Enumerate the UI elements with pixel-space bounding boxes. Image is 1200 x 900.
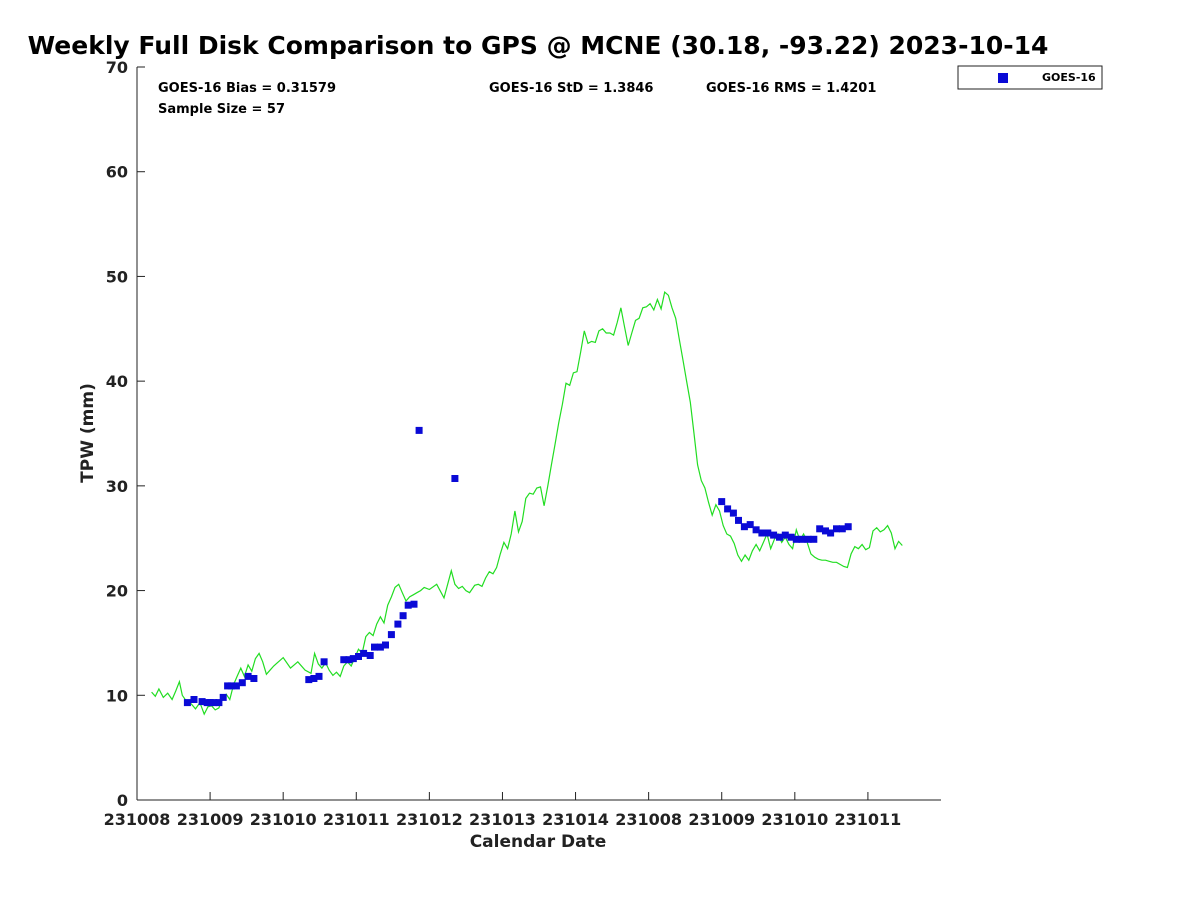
goes16-point	[238, 679, 246, 687]
goes16-point	[360, 649, 368, 657]
chart-title: Weekly Full Disk Comparison to GPS @ MCN…	[28, 31, 1049, 60]
goes16-point	[810, 535, 818, 543]
statistics-annotation: GOES-16 Bias = 0.31579 GOES-16 StD = 1.3…	[158, 81, 876, 117]
goes16-point	[718, 498, 726, 506]
y-tick-label: 70	[106, 58, 128, 77]
y-tick-label: 40	[106, 372, 128, 391]
sample-size-stat: Sample Size = 57	[158, 102, 285, 117]
goes16-point	[804, 535, 812, 543]
goes16-point	[215, 699, 223, 707]
goes16-point	[451, 475, 459, 482]
goes16-point	[724, 505, 732, 513]
goes16-point	[740, 523, 748, 531]
plot-axes	[136, 67, 941, 801]
x-tick-label: 231009	[688, 810, 755, 829]
goes16-point	[183, 699, 191, 707]
goes16-point	[232, 682, 240, 690]
x-tick-label: 231012	[396, 810, 463, 829]
y-tick-label: 0	[117, 791, 128, 810]
goes16-point	[844, 523, 852, 531]
y-axis-ticks: 0 10 20 30 40 50 60 70	[106, 58, 145, 810]
goes16-point	[792, 535, 800, 543]
std-stat: GOES-16 StD = 1.3846	[489, 81, 653, 96]
x-tick-label: 231011	[323, 810, 390, 829]
goes16-point	[833, 525, 840, 533]
goes16-point	[410, 600, 418, 608]
goes16-point	[190, 696, 198, 703]
goes16-point	[345, 656, 353, 664]
goes16-point	[770, 531, 778, 539]
goes16-point	[371, 643, 378, 651]
goes16-point	[729, 509, 737, 517]
rms-stat: GOES-16 RMS = 1.4201	[706, 81, 876, 96]
legend-box	[957, 65, 1103, 90]
goes16-point	[746, 521, 754, 529]
bias-stat: GOES-16 Bias = 0.31579	[158, 81, 336, 96]
goes16-point	[387, 631, 395, 639]
x-tick-label: 231011	[835, 810, 902, 829]
goes16-point	[827, 529, 835, 537]
x-tick-label: 231010	[250, 810, 317, 829]
x-tick-label: 231009	[177, 810, 244, 829]
goes16-point	[776, 533, 783, 541]
goes16-point	[340, 656, 348, 664]
gps-tpw-line	[151, 290, 903, 716]
goes16-point	[310, 675, 318, 682]
x-tick-label: 231013	[469, 810, 536, 829]
goes16-point	[198, 698, 206, 706]
goes16-series	[183, 426, 852, 707]
goes16-point	[816, 525, 824, 533]
x-tick-label: 231014	[542, 810, 609, 829]
goes16-point	[206, 699, 214, 707]
x-tick-label: 231008	[104, 810, 171, 829]
goes16-point	[376, 643, 384, 651]
goes16-point	[764, 529, 772, 537]
goes16-point	[394, 620, 402, 628]
x-tick-label: 231008	[615, 810, 682, 829]
y-tick-label: 50	[106, 267, 128, 286]
y-tick-label: 60	[106, 163, 128, 182]
goes16-point	[838, 525, 846, 533]
goes16-point	[366, 652, 374, 659]
goes16-point	[735, 516, 742, 524]
y-tick-label: 20	[106, 582, 128, 601]
x-axis-ticks: 231008 231009 231010 231011 231012 231013 2310…	[104, 792, 902, 829]
goes16-point	[224, 682, 232, 690]
goes16-point	[415, 426, 423, 434]
goes16-point	[250, 675, 258, 682]
goes16-point	[244, 672, 252, 680]
goes16-point	[210, 699, 218, 707]
legend: GOES-16	[957, 65, 1103, 90]
goes16-point	[399, 612, 407, 620]
goes16-point	[752, 526, 760, 534]
x-tick-label: 231010	[761, 810, 828, 829]
legend-marker-goes16	[998, 73, 1008, 83]
y-tick-label: 30	[106, 477, 128, 496]
x-axis-label: Calendar Date	[470, 832, 607, 852]
goes16-point	[227, 682, 235, 690]
legend-label-goes16: GOES-16	[1042, 71, 1096, 84]
goes16-point	[219, 693, 227, 701]
goes16-point	[404, 601, 412, 609]
goes16-point	[781, 531, 789, 539]
goes16-point	[349, 655, 357, 663]
y-tick-label: 10	[106, 686, 128, 705]
goes16-point	[787, 533, 795, 541]
goes16-point	[355, 653, 362, 660]
goes16-point	[320, 658, 328, 666]
goes16-point	[382, 641, 389, 649]
goes16-point	[305, 676, 313, 684]
goes16-point	[822, 527, 829, 535]
goes16-point	[798, 535, 806, 543]
goes16-point	[758, 529, 766, 537]
y-axis-label: TPW (mm)	[78, 383, 98, 483]
goes16-point	[315, 672, 323, 680]
gps-series	[151, 290, 903, 716]
